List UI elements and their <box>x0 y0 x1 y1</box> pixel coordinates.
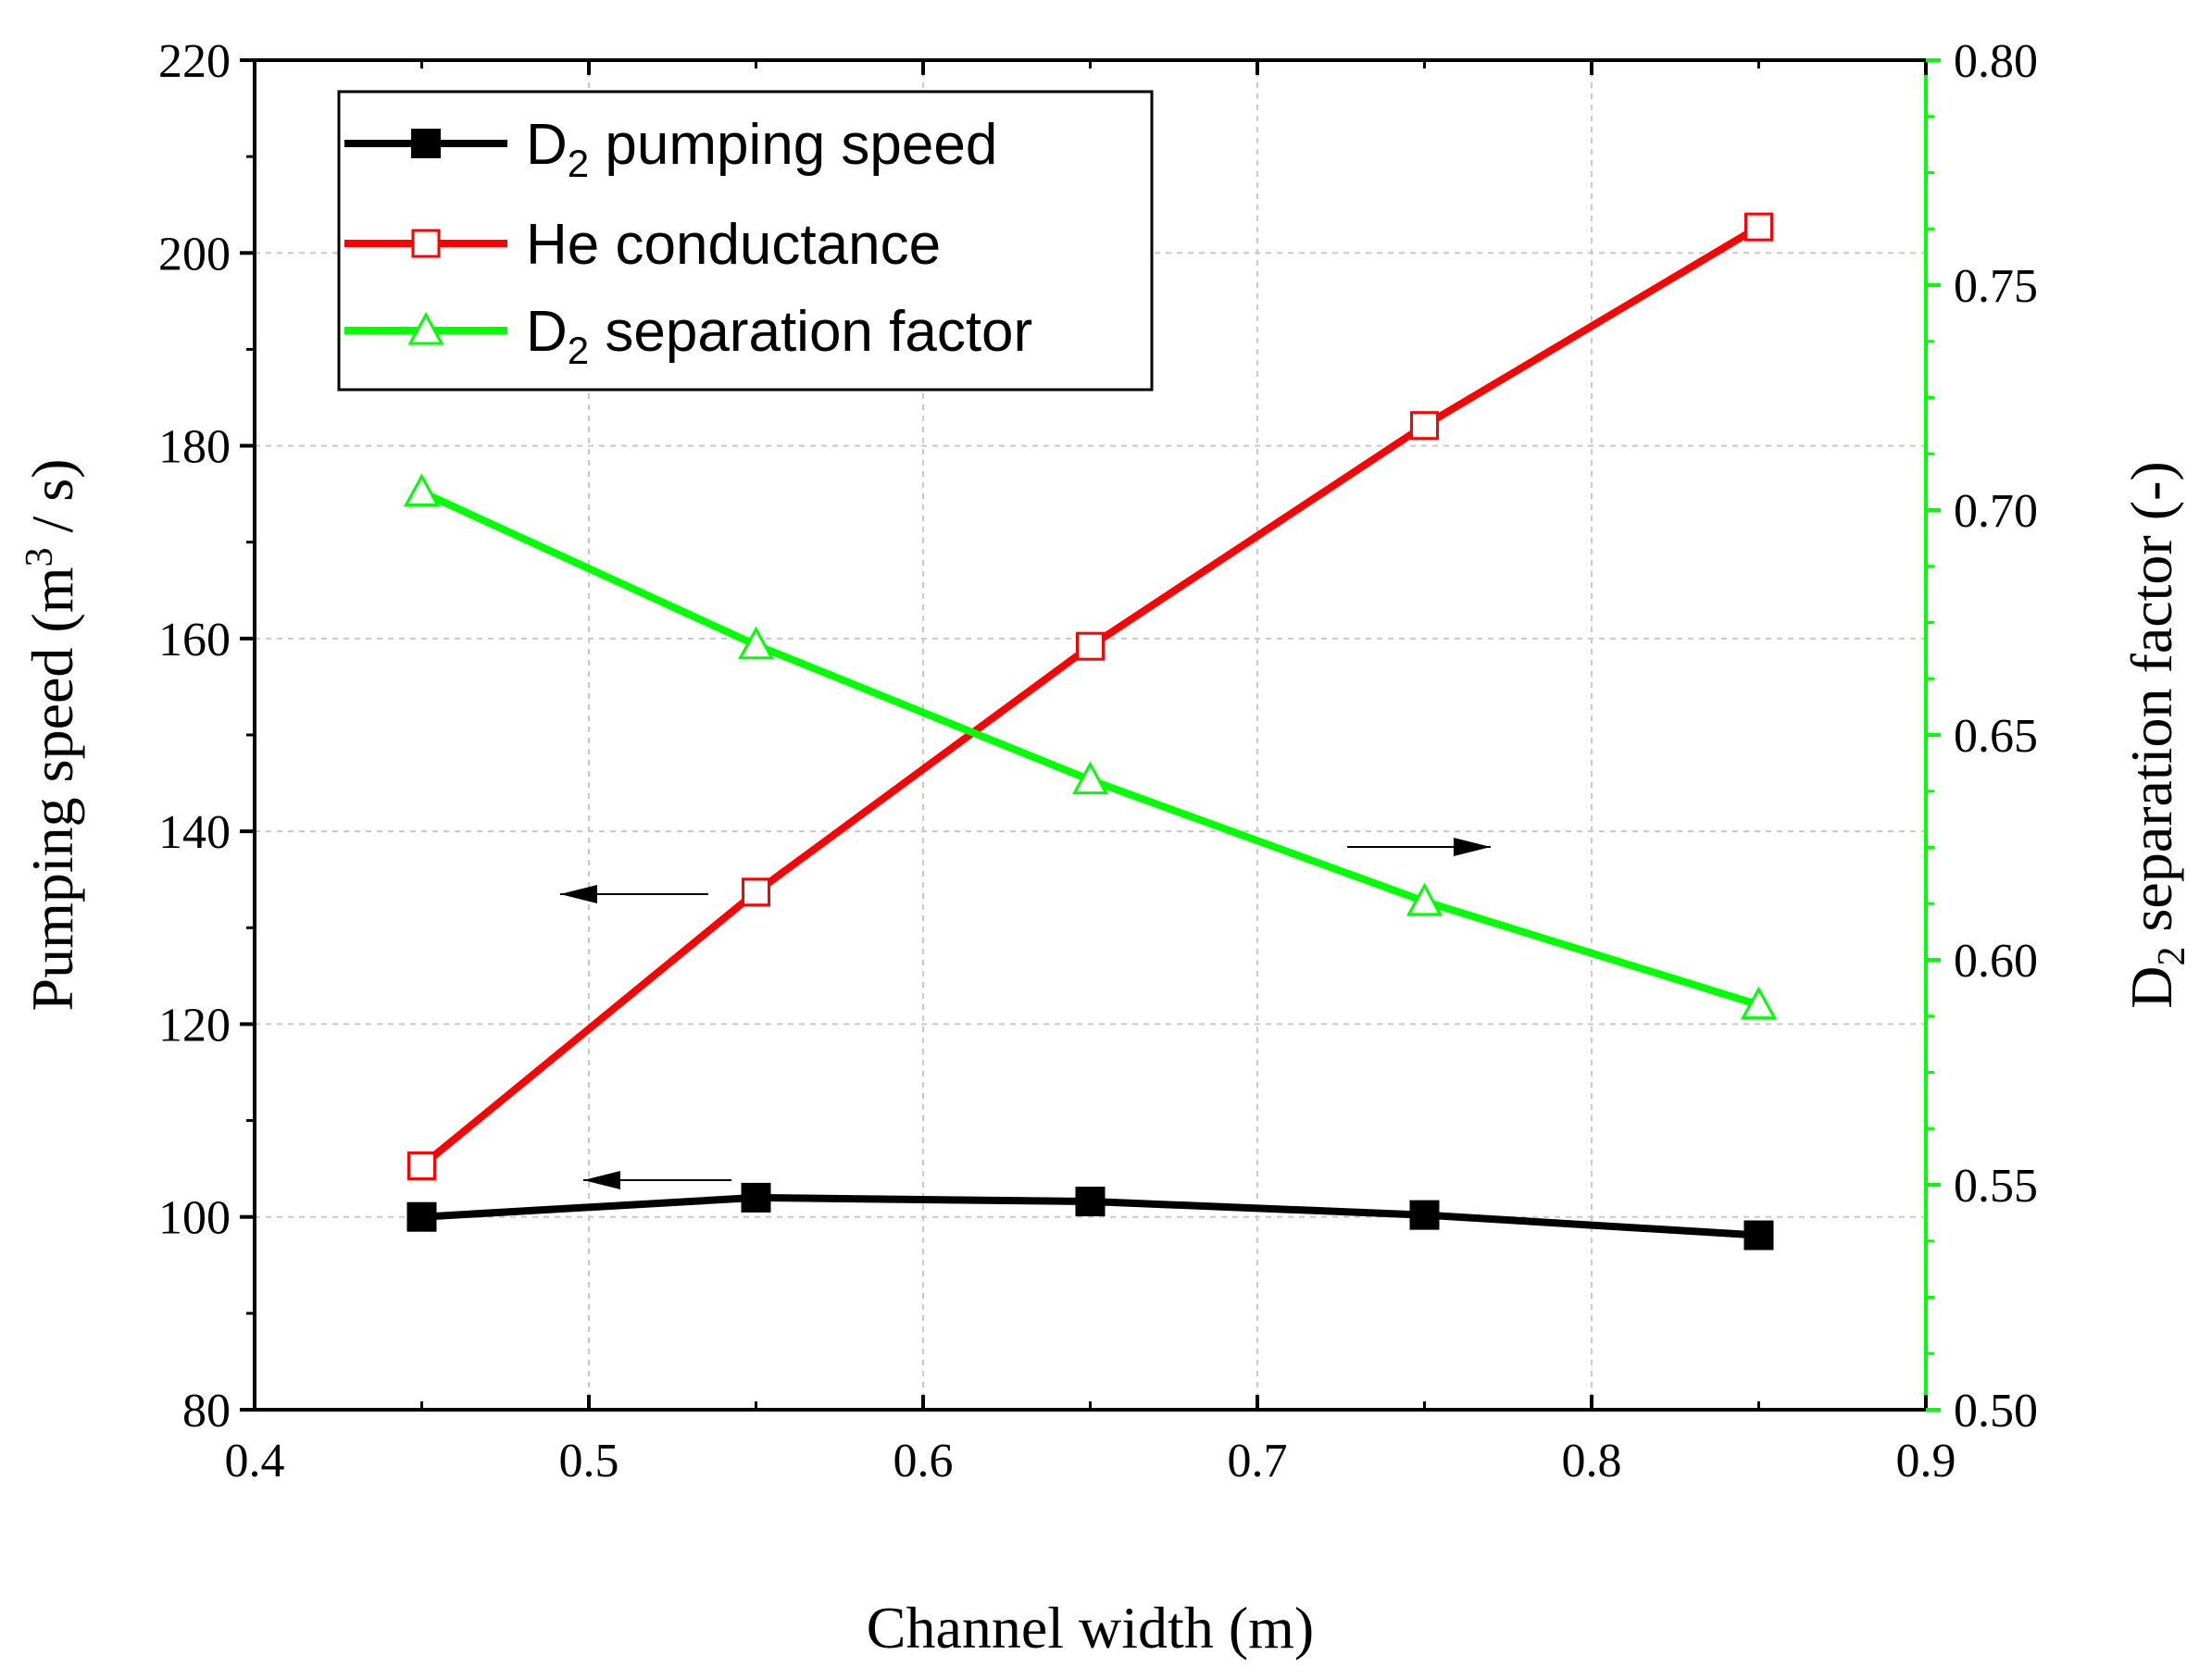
arrow-left-he <box>560 885 708 903</box>
data-point <box>1410 411 1439 441</box>
data-point <box>407 1151 436 1181</box>
x-tick-label: 0.6 <box>893 1435 954 1487</box>
y-tick-label: 100 <box>158 1192 231 1245</box>
y-tick-label: 160 <box>158 614 231 666</box>
series-1 <box>407 212 1773 1181</box>
x-axis-title: Channel width (m) <box>867 1595 1314 1661</box>
data-point <box>1076 631 1105 661</box>
data-point <box>1409 1200 1440 1230</box>
data-point <box>1075 1187 1106 1217</box>
arrow-left-d2 <box>583 1171 731 1189</box>
y-axis-title: Pumping speed (m3 / s) <box>19 459 85 1012</box>
plot-series <box>403 212 1778 1251</box>
data-point <box>403 473 441 507</box>
legend-label: D2 separation factor <box>526 300 1032 372</box>
x-tick-label: 0.4 <box>225 1435 285 1487</box>
data-point <box>1744 212 1773 242</box>
arrow-right-sep <box>1347 838 1491 856</box>
y2-tick-label: 0.75 <box>1954 260 2038 313</box>
legend-label: He conductance <box>526 213 941 277</box>
x-tick-label: 0.7 <box>1228 1435 1288 1487</box>
y2-tick-label: 0.55 <box>1954 1160 2038 1213</box>
y-tick-label: 140 <box>158 806 231 859</box>
series-0 <box>406 1182 1774 1251</box>
x-tick-label: 0.9 <box>1896 1435 1956 1487</box>
arrow-head <box>560 885 597 903</box>
series-line <box>419 488 1760 1009</box>
data-point <box>406 1201 437 1232</box>
y-tick-label: 200 <box>158 228 231 280</box>
legend-swatch-marker <box>407 311 444 345</box>
x-tick-label: 0.5 <box>559 1435 619 1487</box>
data-point <box>1406 882 1443 916</box>
y2-tick-label: 0.70 <box>1954 485 2038 538</box>
annotations <box>560 838 1491 1189</box>
legend-swatch-marker <box>411 129 441 158</box>
y-tick-label: 220 <box>158 35 231 88</box>
series-2 <box>403 473 1778 1020</box>
y-tick-label: 180 <box>158 421 231 474</box>
data-point <box>737 626 775 660</box>
legend-entry: D2 pumping speed <box>344 113 997 185</box>
y2-tick-label: 0.60 <box>1954 935 2038 988</box>
legend-entry: D2 separation factor <box>344 300 1032 372</box>
arrow-head <box>1454 838 1491 856</box>
y2-axis-title: D2 separation factor (-) <box>2118 461 2193 1008</box>
axes: 0.4 0.5 0.6 0.7 0.8 0.9 80 100 120 140 160 180 200 22… <box>158 35 2038 1487</box>
y2-tick-label: 0.80 <box>1954 35 2038 88</box>
y2-tick-label: 0.50 <box>1954 1385 2038 1437</box>
legend-swatch-marker <box>411 229 441 258</box>
legend-label: D2 pumping speed <box>526 113 997 185</box>
data-point <box>1740 986 1778 1020</box>
y-tick-label: 80 <box>182 1385 231 1437</box>
data-point <box>741 1182 771 1213</box>
arrow-head <box>583 1171 620 1189</box>
data-point <box>1071 761 1109 795</box>
data-point <box>1743 1220 1774 1251</box>
data-point <box>742 877 770 907</box>
x-tick-label: 0.8 <box>1562 1435 1622 1487</box>
y2-tick-label: 0.65 <box>1954 710 2038 763</box>
legend-entry: He conductance <box>344 213 941 277</box>
y-tick-label: 120 <box>158 999 231 1052</box>
legend: D2 pumping speed He conductance D2 separat… <box>337 90 1154 392</box>
